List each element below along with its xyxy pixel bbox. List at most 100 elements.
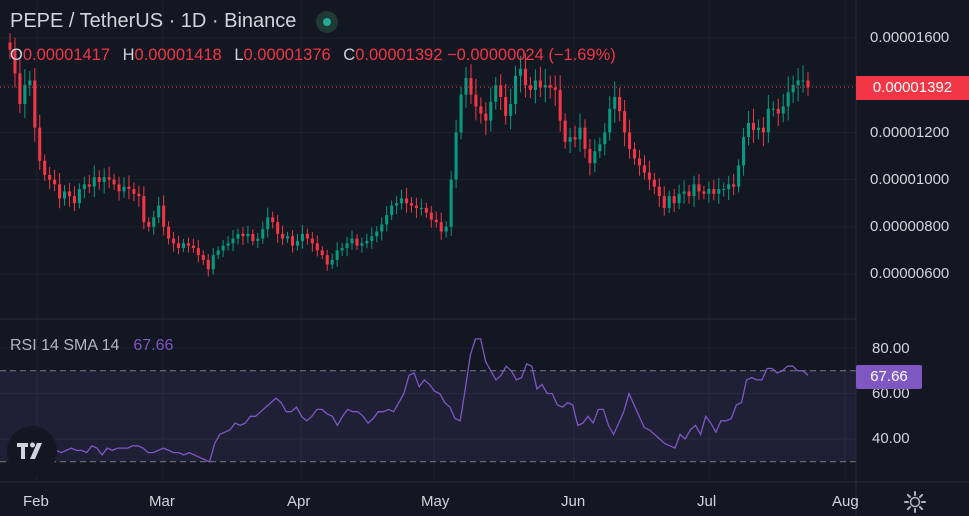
candle-body (315, 243, 319, 251)
candle-body (330, 259, 334, 265)
candle-body (67, 191, 72, 197)
candle-body (43, 160, 47, 175)
candle-body (603, 132, 607, 145)
candle-body (484, 113, 488, 121)
rsi-band (0, 370, 856, 462)
candle-body (647, 172, 651, 180)
candle-body (370, 236, 374, 241)
candle-body (608, 108, 612, 133)
candle-body (127, 186, 131, 190)
candle-body (672, 196, 676, 204)
time-tick-feb: Feb (23, 493, 49, 510)
candle-body (796, 80, 800, 86)
rsi-label: RSI 14 SMA 14 (10, 337, 120, 354)
candle-body (251, 233, 255, 241)
time-tick-jun: Jun (561, 493, 586, 510)
candle-body (454, 132, 458, 180)
candle-body (404, 198, 409, 204)
candle-body (97, 177, 101, 182)
ohlc-legend: O0.00001417 H0.00001418 L0.00001376 C0.0… (10, 46, 624, 65)
tradingview-logo-icon[interactable] (7, 426, 57, 476)
candle-body (300, 233, 304, 241)
symbol-header[interactable]: PEPE / TetherUS · 1D · Binance (10, 10, 338, 33)
candle-body (459, 94, 463, 133)
candle-body (236, 233, 240, 239)
rsi-line (9, 338, 809, 463)
candle-body (162, 205, 166, 227)
candle-body (53, 179, 57, 185)
candle-body (771, 108, 775, 110)
candle-body (390, 205, 394, 215)
symbol-title[interactable]: PEPE / TetherUS · 1D · Binance (10, 10, 297, 32)
candle-body (271, 217, 275, 223)
candle-body (281, 233, 285, 239)
rsi-tick-60: 60.00 (872, 385, 910, 402)
candle-body (657, 186, 661, 197)
candle-body (167, 226, 171, 239)
rsi-value: 67.66 (133, 337, 174, 354)
time-tick-may: May (421, 493, 450, 510)
candle-body (613, 97, 617, 109)
rsi-legend[interactable]: RSI 14 SMA 14 67.66 (10, 337, 173, 355)
candle-body (102, 177, 106, 182)
candle-body (751, 122, 756, 131)
candle-body (147, 222, 151, 227)
candle-body (761, 127, 765, 133)
candle-body (395, 203, 399, 206)
candles-layer (8, 33, 810, 277)
candle-body (434, 219, 438, 223)
ohlc-value-open: 0.00001417 (22, 46, 111, 64)
candle-body (474, 94, 478, 107)
candle-body (702, 191, 706, 194)
price-gridlines (0, 0, 856, 482)
candle-body (593, 151, 597, 164)
candle-body (499, 85, 503, 97)
candle-body (176, 243, 181, 249)
candle-body (801, 80, 805, 82)
candle-body (409, 203, 414, 206)
candle-body (677, 193, 681, 204)
candle-body (92, 177, 96, 187)
candle-body (444, 226, 448, 232)
candle-body (514, 75, 518, 105)
candle-body (682, 191, 686, 194)
candle-body (112, 179, 116, 185)
candle-body (618, 97, 622, 112)
candle-body (246, 233, 250, 237)
settings-gear-icon[interactable] (903, 490, 927, 514)
candle-body (286, 236, 290, 239)
market-status-icon[interactable] (316, 10, 338, 33)
rsi-gridlines (0, 347, 856, 440)
candle-body (628, 132, 632, 149)
candle-body (518, 68, 523, 76)
candle-body (28, 80, 32, 86)
candle-body (766, 108, 770, 133)
ohlc-value-high: 0.00001418 (134, 46, 222, 64)
rsi-tick-80: 80.00 (872, 340, 910, 357)
candle-body (533, 80, 537, 90)
candle-body (191, 245, 195, 249)
candle-body (543, 85, 547, 88)
candle-body (122, 186, 126, 192)
candle-body (632, 148, 637, 159)
candle-body (469, 78, 473, 95)
time-tick-aug: Aug (832, 493, 859, 510)
candle-body (142, 196, 146, 223)
candle-body (266, 217, 270, 230)
price-tick-1200: 0.00001200 (870, 124, 950, 141)
candle-body (211, 255, 215, 270)
candle-body (350, 238, 354, 244)
candle-body (489, 101, 493, 121)
candle-body (414, 205, 418, 208)
candle-body (132, 189, 136, 194)
candle-body (419, 207, 423, 209)
candle-body (637, 158, 642, 166)
candle-body (196, 248, 200, 256)
candle-body (310, 238, 314, 244)
candle-body (528, 85, 532, 90)
candle-body (732, 184, 736, 187)
candle-body (563, 120, 567, 142)
candle-body (365, 240, 369, 244)
rsi-value-badge: 67.66 (856, 365, 922, 389)
